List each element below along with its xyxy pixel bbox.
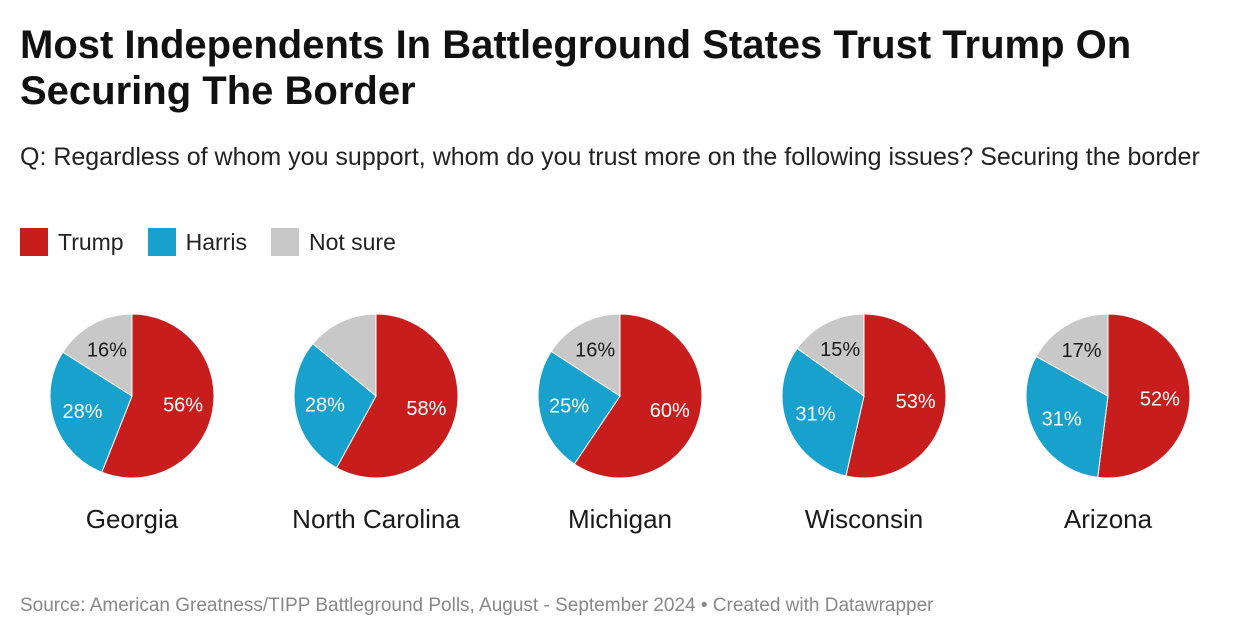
legend-item-trump: Trump	[20, 228, 124, 256]
legend-label-trump: Trump	[58, 228, 124, 255]
state-name-georgia: Georgia	[86, 504, 179, 534]
slice-wisconsin-harris	[781, 347, 865, 477]
label-wisconsin-trump: 53%	[896, 391, 936, 413]
pie-michigan: 60% 25% 16% Michigan	[537, 313, 703, 534]
legend-swatch-not-sure	[270, 228, 299, 256]
slice-north-carolina-not-sure	[312, 313, 377, 398]
slice-north-carolina-trump	[335, 313, 459, 479]
legend-swatch-harris	[147, 228, 176, 256]
state-name-north-carolina: North Carolina	[292, 504, 460, 534]
legend-item-not-sure: Not sure	[270, 228, 396, 256]
slice-arizona-trump	[1097, 313, 1191, 479]
slice-georgia-not-sure	[62, 313, 133, 397]
pie-arizona: 52% 31% 17% Arizona	[1025, 313, 1191, 534]
legend-swatch-trump	[20, 228, 48, 256]
pie-wisconsin: 53% 31% 15% Wisconsin	[781, 313, 947, 534]
legend-label-harris: Harris	[185, 228, 247, 255]
label-georgia-trump: 56%	[163, 395, 203, 417]
slice-michigan-trump	[573, 313, 703, 479]
slice-georgia-trump	[101, 313, 215, 479]
legend-label-not-sure: Not sure	[308, 228, 396, 255]
state-name-arizona: Arizona	[1064, 504, 1153, 534]
label-arizona-not-sure: 17%	[1062, 340, 1102, 362]
state-name-michigan: Michigan	[568, 504, 672, 534]
label-north-carolina-trump: 58%	[406, 398, 446, 420]
label-michigan-trump: 60%	[650, 400, 690, 422]
chart-subtitle: Q: Regardless of whom you support, whom …	[20, 143, 1200, 171]
pie-georgia: 56% 28% 16% Georgia	[49, 313, 215, 534]
state-name-wisconsin: Wisconsin	[805, 504, 923, 534]
slice-michigan-harris	[537, 350, 621, 465]
pie-charts: 56% 28% 16% Georgia 58% 28% North Carolina 60% 2…	[49, 313, 1191, 534]
slice-michigan-not-sure	[550, 313, 621, 397]
source-note: Source: American Greatness/TIPP Battlegr…	[20, 595, 934, 616]
label-michigan-not-sure: 16%	[575, 339, 615, 361]
label-north-carolina-harris: 28%	[305, 395, 345, 417]
label-michigan-harris: 25%	[549, 395, 589, 417]
slice-arizona-harris	[1025, 355, 1109, 478]
label-wisconsin-not-sure: 15%	[820, 339, 860, 361]
legend: Trump Harris Not sure	[20, 228, 420, 256]
slice-arizona-not-sure	[1035, 313, 1109, 397]
pie-north-carolina: 58% 28% North Carolina	[292, 313, 460, 534]
label-arizona-trump: 52%	[1140, 388, 1180, 410]
label-georgia-not-sure: 16%	[87, 339, 127, 361]
label-georgia-harris: 28%	[63, 401, 103, 423]
chart-title: Most Independents In Battleground States…	[20, 23, 1132, 113]
slice-wisconsin-not-sure	[796, 313, 865, 397]
label-wisconsin-harris: 31%	[795, 404, 835, 426]
label-arizona-harris: 31%	[1042, 409, 1082, 431]
legend-item-harris: Harris	[147, 228, 247, 256]
slice-georgia-harris	[49, 351, 133, 473]
slice-north-carolina-harris	[293, 343, 377, 469]
slice-wisconsin-trump	[845, 313, 947, 479]
